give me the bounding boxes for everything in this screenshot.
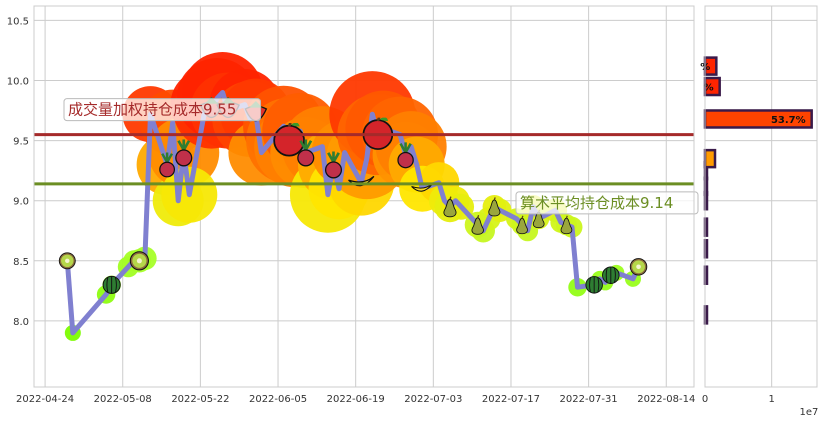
x-tick-label: 2022-08-14 (637, 394, 695, 405)
watermelon-icon (602, 266, 620, 284)
x-tick-label: 2022-06-05 (249, 394, 307, 405)
kiwi-icon (58, 252, 76, 270)
kiwi-icon (629, 258, 648, 276)
y-tick-label: 10.5 (7, 16, 29, 27)
cost-label-box (63, 98, 261, 122)
histogram-bar (703, 148, 717, 169)
x-tick-label: 2022-06-19 (327, 394, 385, 405)
kiwi-icon (129, 251, 149, 271)
side-x-tick-label: 0 (702, 394, 708, 405)
x-tick-label: 2022-07-17 (482, 394, 540, 405)
side-x-tick-label: 1 (768, 394, 774, 405)
cost-label: 成交量加权持仓成本9.55 (68, 101, 236, 119)
x-tick-label: 2022-05-08 (94, 394, 152, 405)
histogram-bar-label: 53.7% (771, 115, 806, 126)
cost-label: 算术平均持仓成本9.14 (520, 194, 673, 212)
main-ytick-labels: 8.0 8.5 9.0 9.5 10.0 10.5 (7, 16, 29, 327)
y-tick-label: 9.0 (13, 197, 29, 208)
x-tick-label: 2022-05-22 (171, 394, 229, 405)
y-tick-label: 8.0 (13, 317, 29, 328)
y-tick-label: 8.5 (13, 257, 29, 268)
side-frame (704, 5, 818, 388)
x-tick-label: 2022-07-31 (560, 394, 618, 405)
watermelon-icon (585, 276, 603, 294)
x-tick-label: 2022-07-03 (404, 394, 462, 405)
y-tick-label: 9.5 (13, 137, 29, 148)
side-offset-text: 1e7 (800, 407, 819, 418)
main-hlines: 成交量加权持仓成本9.55 算术平均持仓成本9.14 (34, 98, 699, 215)
histogram-bar-label: % (704, 83, 714, 94)
y-tick-label: 10.0 (7, 77, 29, 88)
main-frame (33, 5, 695, 388)
watermelon-icon (102, 275, 121, 294)
cost-label-box (515, 191, 699, 215)
x-tick-label: 2022-04-24 (16, 394, 74, 405)
main-xtick-labels: 2022-04-24 2022-05-08 2022-05-22 2022-06-05… (16, 394, 695, 405)
